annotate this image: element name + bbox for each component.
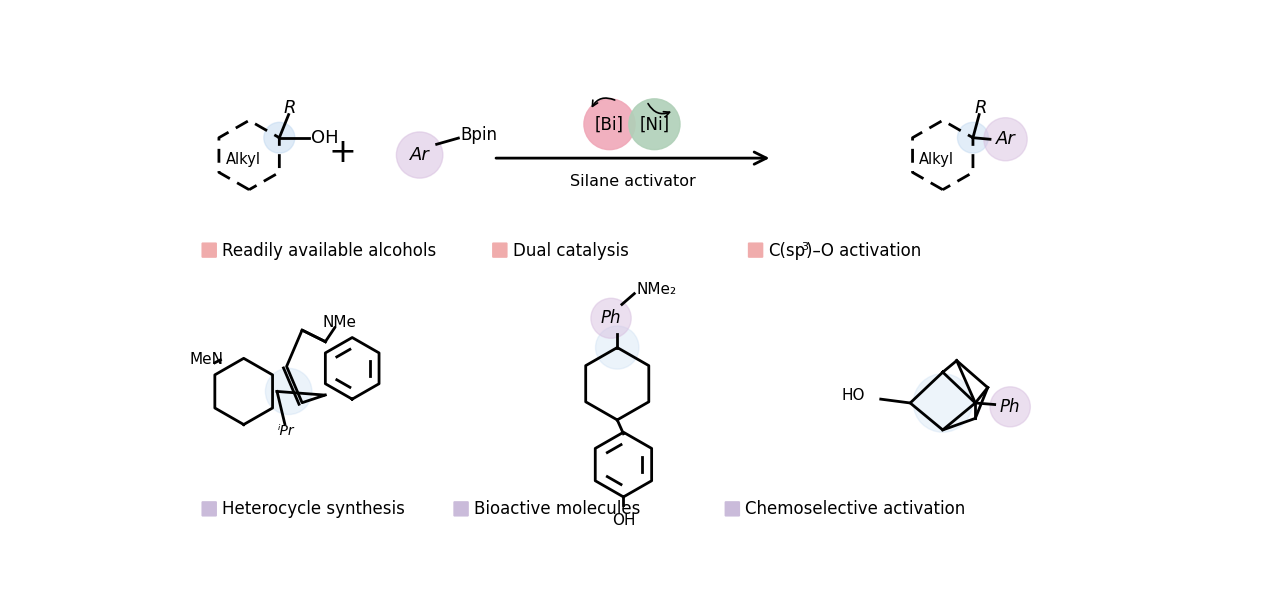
Text: Alkyl: Alkyl bbox=[919, 152, 954, 167]
Circle shape bbox=[595, 326, 639, 369]
Circle shape bbox=[989, 387, 1030, 427]
Text: [Ni]: [Ni] bbox=[640, 115, 669, 133]
Text: ⁱPr: ⁱPr bbox=[278, 425, 294, 438]
Circle shape bbox=[591, 298, 631, 338]
Text: HO: HO bbox=[842, 388, 865, 403]
Circle shape bbox=[397, 132, 443, 178]
FancyBboxPatch shape bbox=[201, 243, 218, 258]
Text: Bpin: Bpin bbox=[461, 126, 498, 144]
Circle shape bbox=[957, 122, 988, 153]
Text: +: + bbox=[328, 136, 356, 170]
Circle shape bbox=[584, 99, 635, 150]
Text: Chemoselective activation: Chemoselective activation bbox=[745, 500, 965, 518]
Text: OH: OH bbox=[311, 129, 339, 147]
Text: Ar: Ar bbox=[410, 146, 430, 164]
Text: Ph: Ph bbox=[1000, 398, 1020, 416]
Text: [Bi]: [Bi] bbox=[595, 115, 625, 133]
FancyBboxPatch shape bbox=[748, 243, 763, 258]
Text: NMe₂: NMe₂ bbox=[636, 282, 677, 297]
Text: 3: 3 bbox=[801, 241, 808, 252]
Text: Ph: Ph bbox=[600, 309, 621, 327]
FancyBboxPatch shape bbox=[453, 501, 468, 516]
Text: NMe: NMe bbox=[323, 315, 356, 330]
Circle shape bbox=[628, 99, 680, 150]
Text: Ar: Ar bbox=[996, 130, 1015, 149]
Text: )–O activation: )–O activation bbox=[806, 241, 922, 259]
Text: Heterocycle synthesis: Heterocycle synthesis bbox=[221, 500, 404, 518]
Text: C(sp: C(sp bbox=[768, 241, 805, 259]
Text: MeN: MeN bbox=[189, 352, 224, 367]
Text: R: R bbox=[974, 99, 987, 117]
Text: Alkyl: Alkyl bbox=[225, 152, 260, 167]
Text: Readily available alcohols: Readily available alcohols bbox=[221, 241, 436, 259]
Circle shape bbox=[914, 374, 973, 432]
Circle shape bbox=[984, 117, 1028, 161]
Text: OH: OH bbox=[612, 513, 635, 528]
Text: Silane activator: Silane activator bbox=[570, 174, 695, 189]
Text: Bioactive molecules: Bioactive molecules bbox=[474, 500, 640, 518]
Text: Dual catalysis: Dual catalysis bbox=[512, 241, 628, 259]
FancyBboxPatch shape bbox=[492, 243, 508, 258]
FancyBboxPatch shape bbox=[724, 501, 740, 516]
Circle shape bbox=[264, 122, 294, 153]
Text: R: R bbox=[284, 99, 297, 117]
Circle shape bbox=[265, 368, 312, 415]
FancyBboxPatch shape bbox=[201, 501, 218, 516]
